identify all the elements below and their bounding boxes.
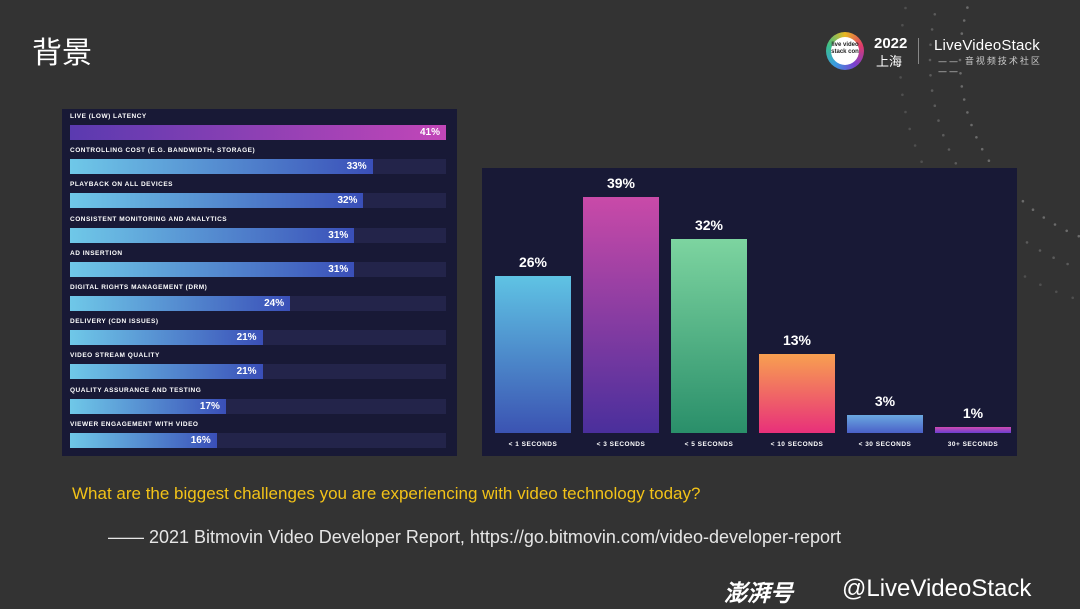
event-city: 上海 bbox=[876, 55, 903, 70]
hbar-track: 21% bbox=[70, 330, 446, 346]
vbar-bar bbox=[583, 197, 659, 433]
hbar-category-label: CONTROLLING COST (E.G. BANDWIDTH, STORAG… bbox=[70, 147, 256, 155]
event-badge-text: live video stack con bbox=[831, 37, 859, 65]
hbar-category-label: LIVE (LOW) LATENCY bbox=[70, 113, 147, 120]
hbar-track: 24% bbox=[70, 296, 446, 311]
brand-name: LiveVideoStack bbox=[934, 37, 1040, 54]
hbar-track: 33% bbox=[70, 159, 446, 175]
event-year: 2022 bbox=[874, 35, 908, 52]
hbar-value-label: 24% bbox=[264, 298, 285, 309]
hbar-track: 31% bbox=[70, 227, 446, 243]
hbar-track: 41% bbox=[70, 125, 446, 140]
hbar-category-label: VIDEO STREAM QUALITY bbox=[70, 352, 160, 360]
hbar-track: 17% bbox=[70, 398, 446, 414]
hbar-category-label: QUALITY ASSURANCE AND TESTING bbox=[70, 386, 202, 394]
hbar-bar: 21% bbox=[70, 364, 263, 380]
vbar-value-label: 32% bbox=[694, 217, 724, 234]
hbar-value-label: 16% bbox=[190, 434, 211, 446]
hbar-value-label: 21% bbox=[236, 366, 257, 378]
hbar-category-label: VIEWER ENGAGEMENT WITH VIDEO bbox=[70, 420, 199, 428]
event-badge-icon: live video stack con bbox=[826, 32, 864, 70]
hbar-value-label: 17% bbox=[199, 400, 220, 412]
hbar-category-label: AD INSERTION bbox=[70, 249, 123, 257]
watermark-logo: 澎湃号 bbox=[724, 581, 793, 607]
vbar-bar bbox=[671, 239, 747, 433]
hbar-category-label: PLAYBACK ON ALL DEVICES bbox=[70, 181, 173, 189]
hbar-category-label: DELIVERY (CDN ISSUES) bbox=[70, 318, 159, 326]
hbar-bar: 31% bbox=[70, 261, 355, 277]
hbar-value-label: 31% bbox=[328, 263, 349, 275]
hbar-track: 32% bbox=[70, 193, 446, 209]
watermark-handle: @LiveVideoStack bbox=[842, 575, 1032, 602]
vbar-value-label: 39% bbox=[606, 175, 636, 191]
vbar-value-label: 13% bbox=[782, 332, 812, 349]
hbar-bar: 32% bbox=[70, 193, 364, 209]
hbar-value-label: 33% bbox=[346, 161, 367, 173]
logo-divider bbox=[918, 38, 919, 64]
latency-bar-chart: 26% < 1 SECONDS 39% < 3 SECONDS 32% < 5 SECON… bbox=[482, 168, 1017, 456]
hbar-bar: 31% bbox=[70, 227, 355, 243]
vbar-bar bbox=[847, 414, 923, 433]
hbar-bar: 16% bbox=[70, 432, 217, 448]
hbar-value-label: 32% bbox=[337, 195, 358, 207]
hbar-bar: 41% bbox=[70, 125, 446, 140]
event-logo: live video stack con 2022 上海 LiveVideoSt… bbox=[826, 32, 1066, 77]
hbar-track: 21% bbox=[70, 364, 446, 380]
hbar-value-label: 41% bbox=[419, 127, 440, 138]
vbar-category-label: 30+ SECONDS bbox=[947, 441, 999, 448]
survey-question: What are the biggest challenges you are … bbox=[72, 484, 701, 503]
vbar-bar bbox=[935, 426, 1011, 433]
hbar-bar: 17% bbox=[70, 398, 226, 414]
vbar-value-label: 3% bbox=[874, 392, 896, 409]
hbar-category-label: DIGITAL RIGHTS MANAGEMENT (DRM) bbox=[70, 284, 208, 291]
hbar-track: 16% bbox=[70, 432, 446, 448]
challenges-bar-chart: LIVE (LOW) LATENCY 41% CONTROLLING COST (E… bbox=[62, 109, 457, 456]
slide-title: 背景 bbox=[32, 36, 92, 71]
brand-subtitle: —— 音视频技术社区 —— bbox=[938, 57, 1042, 77]
vbar-value-label: 1% bbox=[962, 404, 984, 421]
hbar-value-label: 31% bbox=[328, 229, 349, 241]
vbar-category-label: < 3 SECONDS bbox=[596, 441, 646, 448]
source-citation: —— 2021 Bitmovin Video Developer Report,… bbox=[108, 527, 842, 547]
vbar-category-label: < 5 SECONDS bbox=[684, 441, 734, 448]
vbar-bar bbox=[759, 354, 835, 433]
vbar-category-label: < 10 SECONDS bbox=[770, 441, 824, 448]
hbar-bar: 33% bbox=[70, 159, 373, 175]
hbar-bar: 24% bbox=[70, 296, 291, 311]
hbar-track: 31% bbox=[70, 261, 446, 277]
vbar-bar bbox=[495, 275, 571, 433]
vbar-value-label: 26% bbox=[518, 253, 548, 270]
hbar-bar: 21% bbox=[70, 330, 263, 346]
vbar-category-label: < 1 SECONDS bbox=[508, 441, 558, 448]
hbar-value-label: 21% bbox=[236, 332, 257, 344]
hbar-category-label: CONSISTENT MONITORING AND ANALYTICS bbox=[70, 215, 228, 223]
vbar-category-label: < 30 SECONDS bbox=[858, 441, 912, 448]
